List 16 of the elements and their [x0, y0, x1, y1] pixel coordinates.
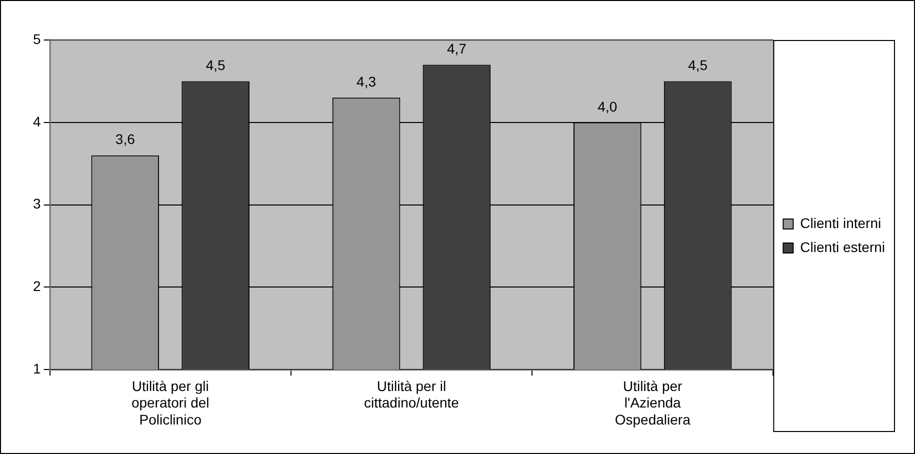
data-label: 4,5	[206, 57, 226, 74]
y-tick-label: 5	[32, 30, 41, 47]
data-label: 4,5	[688, 57, 708, 74]
x-tick-label: Utilità per l'Azienda Ospedaliera	[614, 378, 691, 428]
data-label: 4,3	[356, 74, 376, 90]
y-tick-label: 1	[32, 360, 41, 376]
y-tick-label: 3	[32, 196, 41, 212]
x-tick-label: Utilità per gli operatori del Policlinico	[131, 378, 210, 428]
x-tick-label: Utilità per il cittadino/utente	[364, 378, 460, 411]
data-label: 3,6	[115, 131, 136, 148]
data-label: 4,7	[446, 40, 467, 57]
y-tick-label: 4	[32, 113, 41, 130]
data-label: 4,0	[598, 98, 618, 114]
legend-label: Clienti esterni	[800, 238, 886, 255]
legend-label: Clienti interni	[800, 214, 882, 231]
y-tick-label: 2	[32, 278, 41, 294]
